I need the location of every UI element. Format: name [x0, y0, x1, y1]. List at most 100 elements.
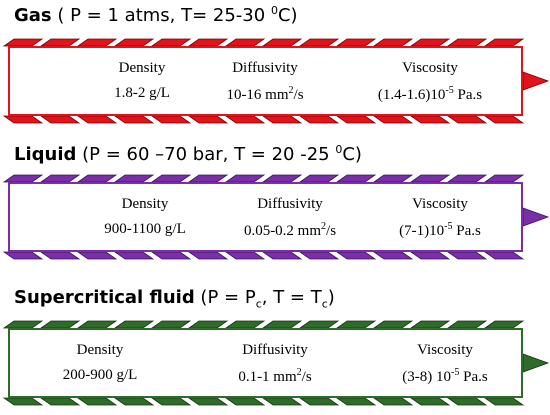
supercritical-chevron-bottom: [483, 397, 525, 406]
supercritical-density-label: Density: [76, 342, 124, 358]
supercritical-chevron-bottom: [39, 397, 81, 406]
supercritical-chevron-top: [335, 320, 377, 329]
gas-diffusivity-unit: /s: [293, 87, 304, 103]
supercritical-diffusivity-value: 0.1-1 mm2/s: [238, 367, 312, 385]
supercritical-t-subscript: c: [321, 297, 328, 311]
liquid-chevron-top: [2, 174, 44, 183]
supercritical-p-subscript: c: [255, 297, 262, 311]
gas-heading: Gas ( P = 1 atms, T= 25-30 0C): [14, 4, 298, 26]
supercritical-chevron-top: [113, 320, 155, 329]
liquid-chevron-bottom: [446, 251, 488, 260]
liquid-chevron-bottom: [483, 251, 525, 260]
gas-chevron-bottom: [298, 115, 340, 124]
supercritical-chevron-top: [409, 320, 451, 329]
supercritical-viscosity-value: (3-8) 10-5 Pa.s: [402, 367, 488, 385]
gas-chevron-top: [446, 38, 488, 47]
supercritical-chevron-bottom: [335, 397, 377, 406]
gas-conditions: ( P = 1 atms, T= 25-30 0C): [51, 4, 298, 26]
liquid-chevron-bottom: [39, 251, 81, 260]
supercritical-arrow-stripes: [2, 320, 550, 406]
liquid-conditions-end: C): [342, 144, 362, 165]
liquid-chevron-bottom: [2, 251, 44, 260]
liquid-chevron-bottom: [113, 251, 155, 260]
liquid-viscosity-value: (7-1)10-5 Pa.s: [399, 221, 481, 239]
supercritical-chevron-bottom: [150, 397, 192, 406]
supercritical-diffusivity: Diffusivity 0.1-1 mm2/s: [210, 342, 340, 386]
gas-box: Density 1.8-2 g/L Diffusivity 10-16 mm2/…: [8, 46, 523, 116]
supercritical-density-value: 200-900 g/L: [62, 367, 138, 383]
supercritical-conditions-p: (P = P: [194, 287, 256, 308]
supercritical-box: Density 200-900 g/L Diffusivity 0.1-1 mm…: [8, 328, 523, 398]
liquid-temp-degree: 0: [335, 143, 343, 156]
gas-band: Density 1.8-2 g/L Diffusivity 10-16 mm2/…: [0, 36, 550, 124]
gas-viscosity-label: Viscosity: [402, 60, 458, 76]
supercritical-chevron-top: [372, 320, 414, 329]
supercritical-density: Density 200-900 g/L: [35, 342, 165, 384]
liquid-conditions-text: (P = 60 –70 bar, T = 20 -25: [76, 144, 336, 165]
supercritical-chevron-top: [261, 320, 303, 329]
liquid-chevron-top: [113, 174, 155, 183]
gas-chevron-top: [224, 38, 266, 47]
gas-chevron-bottom: [335, 115, 377, 124]
gas-arrow-tip: [522, 71, 550, 91]
gas-density-label: Density: [118, 60, 166, 76]
gas-chevron-bottom: [409, 115, 451, 124]
supercritical-diffusivity-exp: 2: [296, 367, 302, 378]
liquid-arrow-tip: [522, 207, 550, 227]
liquid-chevron-bottom: [335, 251, 377, 260]
liquid-chevron-bottom: [409, 251, 451, 260]
supercritical-chevron-bottom: [76, 397, 118, 406]
gas-chevron-bottom: [261, 115, 303, 124]
liquid-viscosity: Viscosity (7-1)10-5 Pa.s: [375, 196, 505, 240]
gas-chevron-top: [261, 38, 303, 47]
supercritical-arrow-tip: [522, 353, 550, 373]
gas-diffusivity-label: Diffusivity: [232, 60, 298, 76]
gas-viscosity: Viscosity (1.4-1.6)10-5 Pa.s: [360, 60, 500, 104]
liquid-chevron-bottom: [224, 251, 266, 260]
liquid-chevron-top: [150, 174, 192, 183]
liquid-chevron-bottom: [261, 251, 303, 260]
gas-conditions-end: C): [277, 5, 298, 26]
gas-title: Gas: [14, 5, 52, 26]
liquid-viscosity-label: Viscosity: [412, 196, 468, 212]
supercritical-chevron-bottom: [372, 397, 414, 406]
gas-chevron-top: [483, 38, 525, 47]
gas-temp-degree: 0: [270, 4, 278, 17]
supercritical-chevron-top: [483, 320, 525, 329]
liquid-chevron-bottom: [298, 251, 340, 260]
supercritical-chevron-top: [39, 320, 81, 329]
liquid-viscosity-exp: -5: [444, 221, 453, 232]
liquid-diffusivity: Diffusivity 0.05-0.2 mm2/s: [215, 196, 365, 240]
gas-chevron-bottom: [113, 115, 155, 124]
liquid-chevron-bottom: [372, 251, 414, 260]
gas-chevron-top: [39, 38, 81, 47]
gas-conditions-text: ( P = 1 atms, T= 25-30: [51, 5, 271, 26]
gas-chevron-top: [76, 38, 118, 47]
liquid-density: Density 900-1100 g/L: [80, 196, 210, 238]
liquid-conditions: (P = 60 –70 bar, T = 20 -25 0C): [76, 143, 362, 165]
liquid-chevron-bottom: [187, 251, 229, 260]
supercritical-diffusivity-unit: /s: [301, 369, 312, 385]
gas-chevron-top: [113, 38, 155, 47]
liquid-chevron-top: [187, 174, 229, 183]
liquid-diffusivity-number: 0.05-0.2 mm: [243, 223, 322, 239]
liquid-chevron-top: [335, 174, 377, 183]
liquid-chevron-top: [76, 174, 118, 183]
gas-chevron-top: [298, 38, 340, 47]
gas-chevron-bottom: [2, 115, 44, 124]
liquid-diffusivity-label: Diffusivity: [257, 196, 323, 212]
supercritical-chevron-bottom: [187, 397, 229, 406]
liquid-viscosity-number: (7-1)10: [399, 223, 445, 239]
liquid-chevron-top: [409, 174, 451, 183]
supercritical-conditions: (P = Pc, T = Tc): [194, 287, 334, 311]
supercritical-viscosity-unit: Pa.s: [459, 369, 488, 385]
supercritical-chevron-bottom: [298, 397, 340, 406]
supercritical-heading: Supercritical fluid (P = Pc, T = Tc): [14, 287, 335, 311]
liquid-chevron-top: [261, 174, 303, 183]
gas-chevron-bottom: [446, 115, 488, 124]
gas-viscosity-value: (1.4-1.6)10-5 Pa.s: [378, 85, 482, 103]
gas-chevron-top: [150, 38, 192, 47]
liquid-chevron-top: [298, 174, 340, 183]
gas-chevron-bottom: [372, 115, 414, 124]
gas-chevron-bottom: [483, 115, 525, 124]
